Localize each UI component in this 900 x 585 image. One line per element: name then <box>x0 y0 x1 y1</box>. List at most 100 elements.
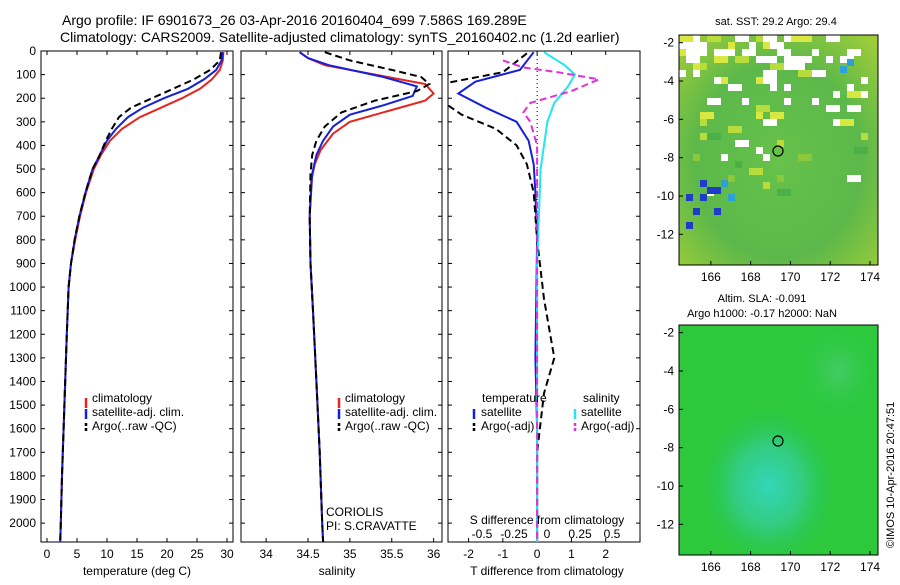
difference-xlabel: T difference from climatology <box>470 564 624 578</box>
sst-patch <box>735 140 749 147</box>
y-tick-label: 1500 <box>9 398 36 412</box>
temperature-series-satellite-adj-clim- <box>59 52 224 542</box>
sst-patch <box>777 49 791 56</box>
sst-patch <box>854 49 861 56</box>
x-tick-label: 20 <box>160 547 174 561</box>
difference-xlabel-top: S difference from climatology <box>470 513 625 527</box>
legend-label-s-argo: Argo(-adj) <box>581 419 634 433</box>
sst-patch <box>791 56 798 63</box>
x-ticks: 0 5 10 15 20 25 30 34 34.5 35 35.5 36 -2 -1 0 1 2 <box>44 51 609 561</box>
y-tick-label: 700 <box>16 209 36 223</box>
sst-patch <box>763 119 777 126</box>
y-tick-label: 1700 <box>9 445 36 459</box>
salinity-legend: climatology satellite-adj. clim. Argo(..… <box>326 391 437 533</box>
sst-patch <box>777 42 784 49</box>
sst-patch <box>749 42 756 49</box>
y-tick-label: 2000 <box>9 516 36 530</box>
sst-patch <box>728 42 735 49</box>
sst-patch <box>728 175 735 182</box>
sst-patch <box>784 84 791 91</box>
sst-patch <box>679 70 686 77</box>
lat-tick-label: -10 <box>657 189 675 203</box>
lon-tick-label: 168 <box>741 270 761 284</box>
lon-tick-label: 168 <box>741 560 761 574</box>
sla-anomaly-glow-2 <box>679 325 878 555</box>
sla-map-title-line-2: Argo h1000: -0.17 h2000: NaN <box>687 308 837 320</box>
y-tick-label: 400 <box>16 138 36 152</box>
s-tick-label: 0.25 <box>568 527 592 541</box>
sst-patch <box>763 42 770 49</box>
sst-patch <box>756 112 763 119</box>
sst-patch <box>847 59 854 66</box>
lat-tick-label: -10 <box>657 479 675 493</box>
sst-patch <box>700 119 707 126</box>
pi-annotation: PI: S.CRAVATTE <box>326 519 417 533</box>
legend-label-s-satellite: satellite <box>581 405 622 419</box>
legend-label-t-argo: Argo(-adj) <box>481 419 534 433</box>
sla-map-frame <box>678 324 879 556</box>
sst-patch <box>770 84 777 91</box>
s-tick-label: -0.25 <box>500 527 528 541</box>
sst-patch <box>686 42 700 49</box>
sst-patch <box>686 56 700 63</box>
y-tick-label: 1000 <box>9 280 36 294</box>
differences-series-argo-adj- <box>448 52 556 542</box>
sst-map-frame <box>678 34 879 266</box>
sst-patch <box>812 70 826 77</box>
sst-patch <box>700 133 707 140</box>
sst-patch <box>756 147 763 154</box>
salinity-series-satellite-adj-clim- <box>299 51 419 542</box>
sst-patch <box>756 56 770 63</box>
salinity-curves <box>299 51 436 542</box>
float-position-marker <box>772 435 784 447</box>
x-tick-label: 2 <box>602 547 609 561</box>
sst-patch <box>770 35 777 42</box>
y-tick-label: 200 <box>16 91 36 105</box>
sst-patch <box>826 105 840 112</box>
x-tick-label: 1 <box>568 547 575 561</box>
salinity-axes <box>240 50 443 543</box>
sst-patch <box>679 42 686 49</box>
sst-patch <box>847 175 861 182</box>
sst-patch <box>735 161 742 168</box>
lon-tick-label: 172 <box>820 560 840 574</box>
legend-label-argo: Argo(..raw -QC) <box>345 419 430 433</box>
sst-patch <box>791 35 805 42</box>
sst-patch <box>721 154 728 161</box>
x-tick-label: 5 <box>74 547 81 561</box>
profile-curves <box>59 51 603 542</box>
sst-patch <box>700 194 707 201</box>
sst-patch <box>721 77 728 84</box>
y-tick-label: 1100 <box>10 304 36 318</box>
sst-patch <box>763 182 770 189</box>
sst-patch <box>861 91 868 98</box>
y-tick-label: 1900 <box>9 493 36 507</box>
sst-patch <box>861 77 868 84</box>
y-tick-label: 1400 <box>9 374 36 388</box>
sst-patch <box>714 77 721 84</box>
depth-ticks: 0 100 200 300 400 500 600 700 800 900 1000 1100 1200… <box>9 44 640 530</box>
s-tick-label: -0.5 <box>472 527 493 541</box>
lat-tick-label: -8 <box>663 151 674 165</box>
sst-patch <box>763 154 770 161</box>
differences-series-argo-adj- <box>502 59 603 542</box>
s-tick-label: 0.5 <box>604 527 621 541</box>
legend-label-climatology: climatology <box>92 391 152 405</box>
sst-map <box>678 34 879 266</box>
sst-patch <box>826 35 833 42</box>
sst-patch <box>847 49 854 56</box>
sst-patch <box>840 66 847 73</box>
x-tick-label: 36 <box>427 547 441 561</box>
sla-map-title-line-1: Altim. SLA: -0.091 <box>718 293 807 305</box>
sst-patch <box>707 35 721 42</box>
temperature-series-argo-raw-qc- <box>59 52 222 542</box>
sst-patch <box>826 56 833 63</box>
lat-tick-label: -6 <box>663 402 674 416</box>
sst-patch <box>833 91 840 98</box>
s-tick-label: 0 <box>544 527 551 541</box>
sst-patch <box>798 154 812 161</box>
lat-tick-label: -2 <box>663 36 674 50</box>
y-tick-label: 800 <box>16 233 36 247</box>
x-tick-label: 0 <box>44 547 51 561</box>
